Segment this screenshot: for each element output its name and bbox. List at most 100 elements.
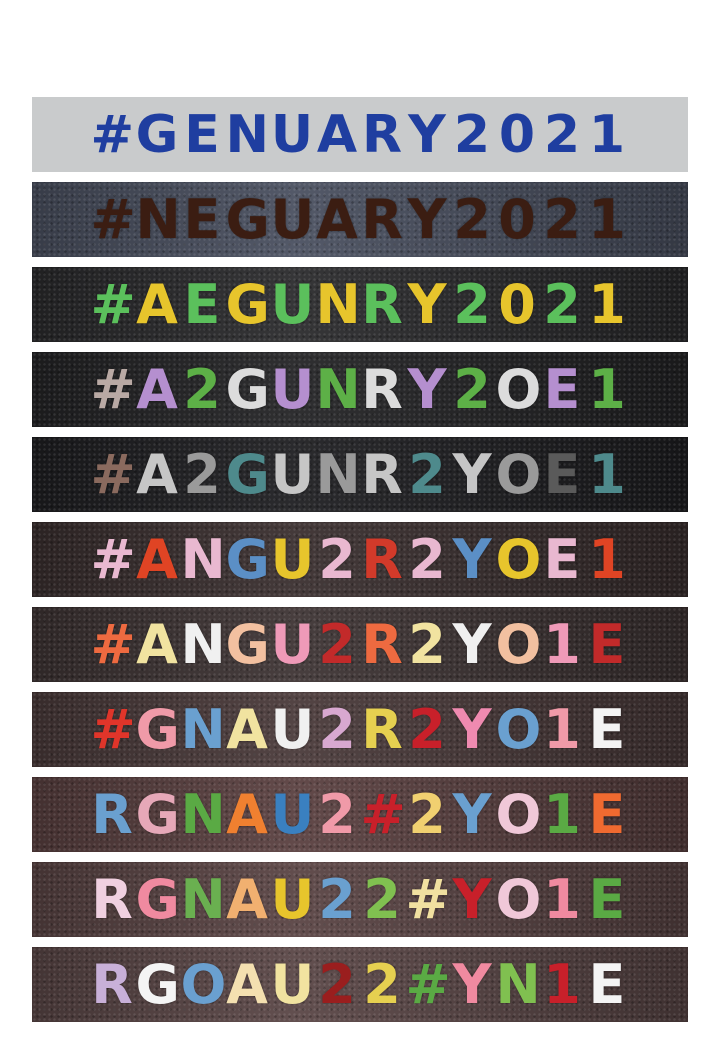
painted-strip-9: R G N A U 2 #2 Y O 1 E <box>32 777 688 852</box>
paint-texture <box>32 947 688 1022</box>
painted-letter: Y <box>408 104 447 165</box>
painted-letter: N <box>135 187 182 251</box>
painted-letter: 2 <box>543 187 582 251</box>
painted-letter: R <box>361 187 404 251</box>
painted-letter: G <box>135 867 181 931</box>
painted-letter: E <box>588 782 627 846</box>
painted-letter: G <box>225 357 271 421</box>
painted-strip-11: R G O A U 2 2 # Y N 1 E <box>32 947 688 1022</box>
painted-strip-3: # A E G U N R Y 2 0 2 1 <box>32 267 688 342</box>
painted-letter: U <box>270 272 316 336</box>
painted-letter: 2 <box>318 952 357 1016</box>
painted-strip-1: # G E N U A R Y 2 0 2 1 <box>32 97 688 172</box>
painted-letter: Y <box>407 357 448 421</box>
strip-lettering: # G E N U A R Y 2 0 2 1 <box>91 109 630 161</box>
strip-lettering: # G N A U 2 R 2 Y O 1 E <box>91 697 630 761</box>
painted-letter: A <box>136 527 179 591</box>
painted-letter: 2 <box>453 187 492 251</box>
painted-letter: U <box>270 867 316 931</box>
paint-texture <box>32 267 688 342</box>
painted-letter: Y <box>407 272 448 336</box>
painted-letter: 2 <box>543 272 582 336</box>
painted-letter: R <box>361 104 404 165</box>
painted-letter: O <box>495 697 543 761</box>
strip-lettering: R G N A U 2 #2 Y O 1 E <box>91 782 630 846</box>
painted-letter: 2 <box>453 104 492 165</box>
painted-letter: 0 <box>498 104 537 165</box>
painted-letter: U <box>270 527 316 591</box>
painted-letter: N <box>495 952 542 1016</box>
painted-strip-7: # A N G U 2 R 2 Y O 1 E <box>32 607 688 682</box>
painted-strip-10: R G N A U 2 2 # Y O 1 E <box>32 862 688 937</box>
painted-letter: G <box>225 612 271 676</box>
painted-letter: 2 <box>543 104 582 165</box>
painted-letter: A <box>316 187 359 251</box>
painted-letter: A <box>136 357 179 421</box>
painted-letter: O <box>495 612 543 676</box>
paint-texture <box>32 352 688 427</box>
painted-letter: 2 <box>183 442 222 506</box>
painted-letter: Y <box>452 442 493 506</box>
painted-letter: E <box>588 952 627 1016</box>
painted-letter: # <box>90 527 137 591</box>
painted-letter: G <box>225 442 271 506</box>
painted-letter: A <box>136 442 179 506</box>
painted-letter: 2 <box>318 697 357 761</box>
painted-letter: U <box>270 187 316 251</box>
painted-letter: 2 <box>363 867 402 931</box>
painted-letter: N <box>315 442 362 506</box>
painted-letter: # <box>90 357 137 421</box>
painted-letter: O <box>180 952 228 1016</box>
painted-letter: A <box>136 272 179 336</box>
painted-letter: 1 <box>543 612 582 676</box>
painted-letter: E <box>543 527 582 591</box>
painted-letter: N <box>180 612 227 676</box>
strip-lettering: # A N G U 2 R 2 Y O E 1 <box>90 527 630 591</box>
painted-letter: N <box>180 782 227 846</box>
painted-letter: 2 <box>318 867 357 931</box>
painted-letter: # <box>360 782 407 846</box>
painted-letter: O <box>495 867 543 931</box>
painted-letter: Y <box>452 782 493 846</box>
painted-letter: E <box>543 357 582 421</box>
painted-strip-2: # N E G U A R Y 2 0 2 1 <box>32 182 688 257</box>
painted-letter: 1 <box>543 697 582 761</box>
painted-strip-8: # G N A U 2 R 2 Y O 1 E <box>32 692 688 767</box>
painted-letter: E <box>588 612 627 676</box>
painted-letter: # <box>405 952 452 1016</box>
painted-letter: O <box>495 782 543 846</box>
painted-letter: N <box>225 104 271 165</box>
painted-letter: A <box>316 104 359 165</box>
painted-letter: G <box>135 782 181 846</box>
painted-letter: G <box>135 104 180 165</box>
painted-letter: 2 <box>318 527 357 591</box>
strip-lettering: # A N G U 2 R 2 Y O 1 E <box>91 612 630 676</box>
painted-letter: 2 <box>318 782 357 846</box>
painted-letter: A <box>226 697 269 761</box>
paint-texture <box>32 862 688 937</box>
painted-letter: U <box>270 442 316 506</box>
painted-letter: N <box>315 357 362 421</box>
painted-letter: 2 <box>408 442 447 506</box>
strip-lettering: # A E G U N R Y 2 0 2 1 <box>91 272 630 336</box>
painted-letter: 1 <box>588 357 627 421</box>
painted-strip-4: # A 2 G U N R Y 2 O E 1 <box>32 352 688 427</box>
painted-letter: # <box>90 187 137 251</box>
painted-letter: # <box>90 442 137 506</box>
painted-letter: 2 <box>363 952 402 1016</box>
painted-letter: 0 <box>498 272 537 336</box>
painted-letter: G <box>225 187 271 251</box>
painted-letter: Y <box>452 612 493 676</box>
painted-letter: 2 <box>318 612 357 676</box>
painted-letter: A <box>226 782 269 846</box>
painted-letter: U <box>270 952 316 1016</box>
painted-letter: 2 <box>408 612 447 676</box>
painted-letter: U <box>270 357 316 421</box>
painted-letter: # <box>405 867 452 931</box>
paint-texture <box>32 607 688 682</box>
painted-letter: U <box>270 697 316 761</box>
painted-letter: 1 <box>588 272 627 336</box>
painted-letter: U <box>270 104 315 165</box>
painted-letter: R <box>361 527 404 591</box>
painted-letter: R <box>361 442 404 506</box>
